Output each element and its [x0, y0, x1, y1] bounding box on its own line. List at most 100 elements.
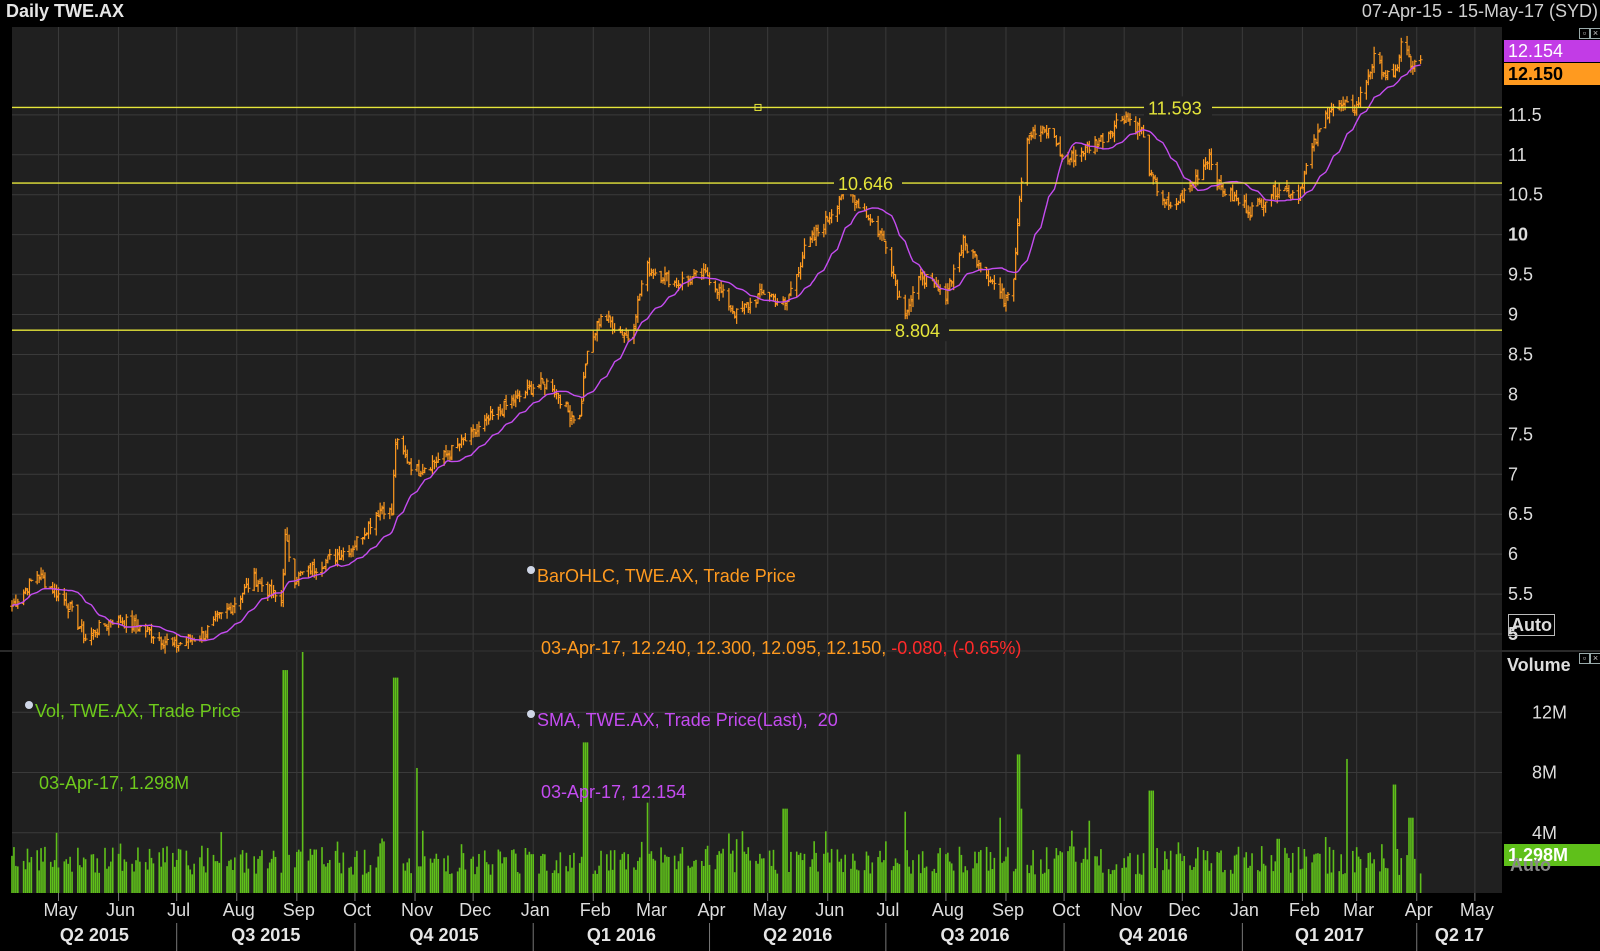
volume-bar: [274, 856, 277, 893]
volume-bar: [1290, 872, 1292, 893]
volume-bar: [110, 861, 112, 893]
quarter-label: Q2 2015: [60, 925, 129, 945]
month-label: Oct: [1052, 900, 1080, 920]
volume-bar: [381, 838, 383, 893]
ohlc-bar: [463, 433, 468, 442]
volume-legend[interactable]: Vol, TWE.AX, Trade Price 03-Apr-17, 1.29…: [25, 651, 241, 819]
volume-bar: [1020, 808, 1023, 893]
volume-bar: [189, 869, 192, 893]
volume-bar: [1224, 869, 1226, 893]
quarter-label: Q2 2016: [763, 925, 832, 945]
volume-bar: [867, 855, 870, 893]
ohlc-bar: [382, 501, 387, 520]
volume-bar: [925, 866, 928, 893]
volume-bar: [315, 849, 318, 893]
volume-bar: [1018, 754, 1021, 893]
volume-bar: [1326, 873, 1329, 893]
volume-bar: [404, 870, 407, 893]
volume-bar: [1109, 874, 1112, 893]
volume-panel-close-icon[interactable]: ×: [1590, 653, 1600, 664]
volume-bar: [790, 851, 792, 893]
month-label: Apr: [1405, 900, 1433, 920]
volume-bar: [1088, 820, 1091, 893]
ohlc-legend[interactable]: BarOHLC, TWE.AX, Trade Price 03-Apr-17, …: [527, 516, 1021, 828]
volume-bar: [784, 808, 786, 893]
volume-bar: [999, 817, 1001, 893]
volume-bar: [1353, 872, 1356, 893]
volume-bar: [133, 871, 135, 893]
volume-bar: [939, 847, 941, 893]
date-range-label[interactable]: 07-Apr-15 - 15-May-17 (SYD): [1361, 1, 1598, 21]
volume-bar: [458, 867, 461, 893]
price-panel-maximize-icon[interactable]: ▫: [1579, 28, 1590, 39]
ohlc-bar: [1399, 37, 1404, 62]
volume-bar: [449, 873, 451, 893]
volume-bar: [648, 853, 651, 893]
ohlc-bar: [354, 536, 359, 551]
volume-bar: [1183, 855, 1186, 893]
volume-bar: [53, 860, 56, 893]
volume-bar: [518, 873, 521, 893]
volume-bar: [1057, 855, 1060, 893]
volume-bar: [1026, 864, 1029, 893]
volume-bar: [421, 830, 424, 893]
volume-bar: [817, 871, 819, 893]
volume-bar: [160, 866, 162, 893]
volume-bar: [44, 846, 46, 893]
volume-bar: [1288, 857, 1290, 893]
volume-bar: [1003, 861, 1005, 893]
volume-bar: [627, 854, 629, 893]
month-label: Jun: [106, 900, 135, 920]
volume-bar: [230, 859, 232, 893]
ohlc-bar: [1372, 46, 1377, 73]
legend-handle-icon[interactable]: [527, 710, 535, 718]
volume-bar: [144, 862, 147, 893]
price-auto-scale-button[interactable]: Auto: [1508, 614, 1555, 636]
volume-bar: [92, 854, 95, 893]
volume-bar: [55, 832, 58, 893]
volume-bar: [991, 869, 994, 893]
price-tick-label: 7: [1508, 464, 1518, 484]
volume-bar: [1164, 851, 1166, 893]
volume-bar: [1394, 784, 1397, 893]
volume-bar: [761, 858, 763, 893]
ohlc-bar: [721, 284, 726, 298]
ohlc-bar: [395, 438, 400, 450]
volume-bar: [1301, 868, 1304, 893]
volume-bar: [1340, 854, 1342, 893]
volume-bar: [857, 870, 860, 893]
vol-legend-name: Vol, TWE.AX, Trade Price: [35, 701, 241, 721]
volume-bar: [962, 872, 965, 893]
volume-bar: [538, 873, 540, 893]
ohlc-bar: [540, 378, 545, 384]
volume-bar: [503, 857, 505, 893]
volume-bar: [1286, 853, 1288, 893]
volume-bar: [462, 853, 465, 893]
volume-bar: [1069, 846, 1071, 893]
legend-handle-icon[interactable]: [527, 566, 535, 574]
ohlc-bar: [1005, 291, 1010, 301]
volume-bar: [201, 845, 203, 893]
volume-panel-maximize-icon[interactable]: ▫: [1579, 653, 1590, 664]
volume-bar: [111, 847, 114, 893]
month-label: Jul: [876, 900, 899, 920]
volume-bar: [635, 869, 637, 893]
price-panel-close-icon[interactable]: ×: [1590, 28, 1600, 39]
volume-bar: [1074, 861, 1077, 893]
ohlc-bar: [1263, 201, 1268, 213]
volume-bar: [830, 848, 833, 893]
volume-bar: [1193, 867, 1195, 893]
volume-bar: [369, 865, 372, 893]
volume-bar: [733, 872, 736, 893]
volume-bar: [204, 872, 207, 893]
volume-auto-scale-button[interactable]: Auto: [1510, 855, 1551, 875]
volume-bar: [361, 874, 364, 893]
volume-bar: [117, 853, 120, 893]
volume-bar: [937, 853, 939, 893]
volume-bar: [646, 802, 649, 893]
legend-handle-icon[interactable]: [25, 701, 33, 709]
volume-bar: [1191, 869, 1193, 893]
month-label: Apr: [698, 900, 726, 920]
volume-bar: [284, 670, 286, 893]
volume-bar: [350, 866, 352, 893]
